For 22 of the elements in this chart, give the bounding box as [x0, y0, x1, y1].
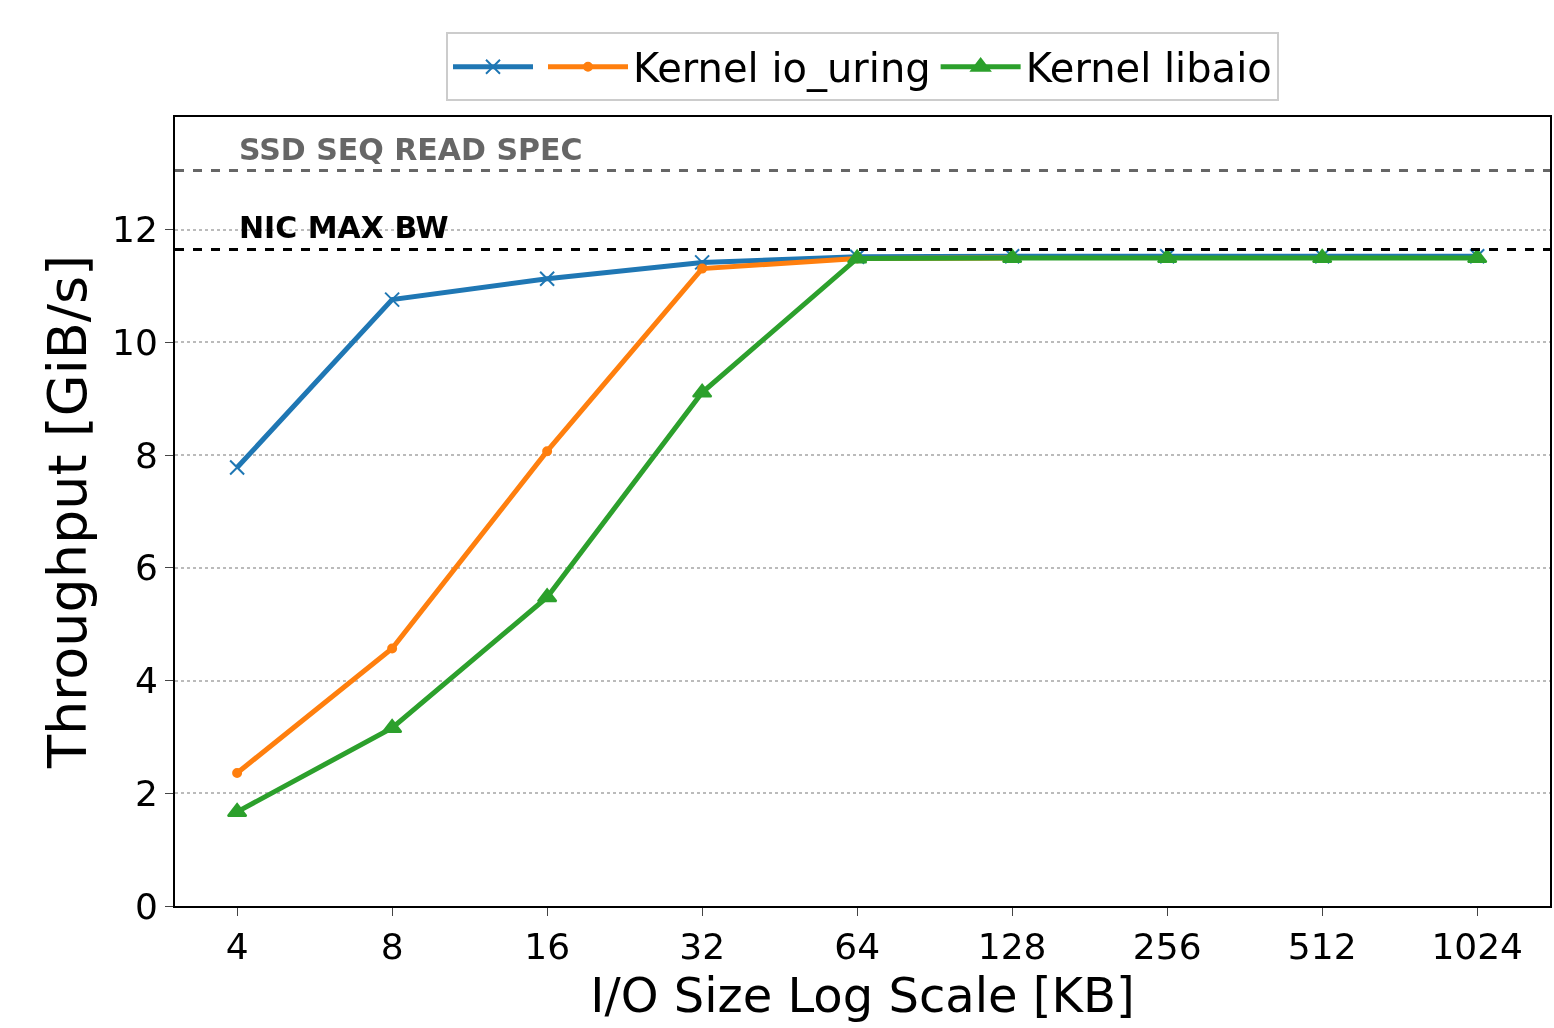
y-tick-label: 6 — [134, 547, 158, 589]
x-tick-label: 64 — [834, 926, 881, 968]
x-tick-label: 8 — [380, 926, 404, 968]
x-tick-label: 16 — [524, 926, 571, 968]
y-tick-label: 0 — [134, 885, 158, 927]
x-tick-label: 32 — [679, 926, 726, 968]
y-tick-label: 10 — [111, 322, 158, 364]
ref-line-label: NIC MAX BW — [239, 210, 449, 245]
legend-label: Kernel io_uring — [633, 45, 931, 93]
y-axis-title: Throughput [GiB/s] — [36, 254, 100, 770]
y-tick-label: 8 — [134, 434, 158, 476]
y-tick-label: 2 — [134, 772, 158, 814]
x-tick-label: 128 — [977, 926, 1047, 968]
x-tick-label: 1024 — [1431, 926, 1524, 968]
ref-line-label: SSD SEQ READ SPEC — [239, 132, 583, 167]
y-tick-label: 12 — [111, 209, 158, 251]
x-tick-label: 512 — [1287, 926, 1357, 968]
x-tick-label: 256 — [1132, 926, 1202, 968]
x-tick-label: 4 — [225, 926, 249, 968]
y-tick-label: 4 — [134, 660, 158, 702]
x-axis-title: I/O Size Log Scale [KB] — [590, 967, 1135, 1024]
legend-label: Kernel libaio — [1025, 45, 1272, 92]
